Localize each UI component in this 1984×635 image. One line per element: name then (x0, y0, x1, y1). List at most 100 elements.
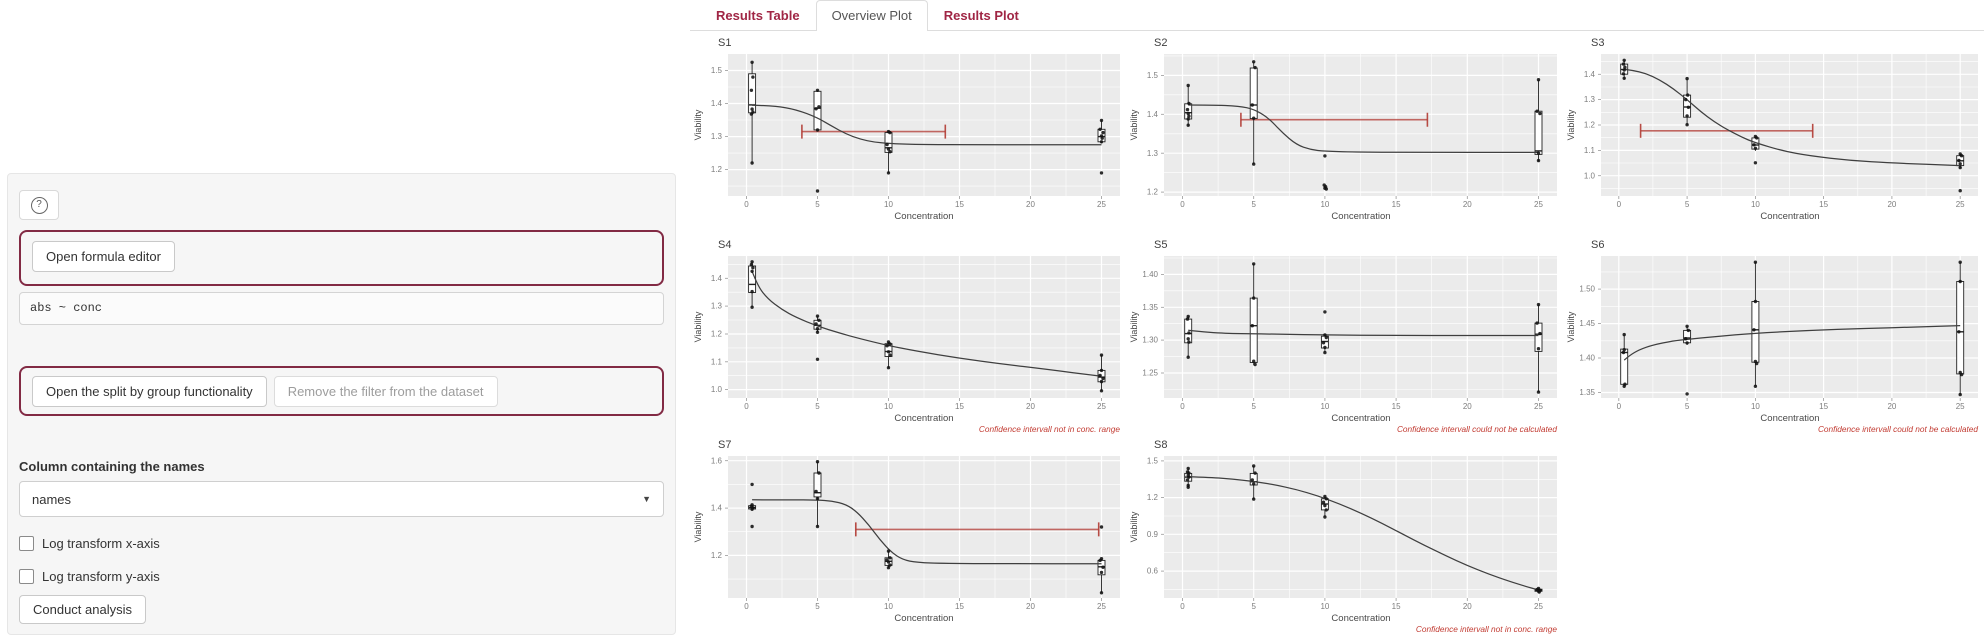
svg-text:10: 10 (1320, 402, 1329, 411)
svg-text:5: 5 (1251, 602, 1256, 611)
svg-text:25: 25 (1956, 200, 1965, 209)
svg-text:Concentration: Concentration (1331, 211, 1390, 222)
open-split-by-group-button[interactable]: Open the split by group functionality (32, 376, 267, 407)
tab-results-table[interactable]: Results Table (716, 8, 800, 23)
svg-text:0: 0 (744, 602, 749, 611)
plot-svg-s8: 0 5 10 15 20 25 0.6 0.9 1.2 1.5 S8 Viability Concent… (1129, 439, 1557, 634)
conduct-analysis-button[interactable]: Conduct analysis (19, 595, 146, 624)
svg-text:1.50: 1.50 (1579, 285, 1595, 294)
chevron-down-icon: ▼ (642, 494, 651, 504)
svg-text:1.40: 1.40 (1142, 270, 1158, 279)
svg-text:20: 20 (1463, 402, 1472, 411)
svg-text:1.2: 1.2 (711, 551, 723, 560)
plot-s8: 0 5 10 15 20 25 0.6 0.9 1.2 1.5 S8 Viability Concent… (1126, 435, 1563, 635)
svg-text:0.6: 0.6 (1147, 567, 1159, 576)
svg-text:Viability: Viability (693, 109, 703, 140)
svg-text:Viability: Viability (1129, 311, 1139, 342)
plot-s4: 0 5 10 15 20 25 1.0 1.1 1.2 1.3 1.4 S4 Viability Conc… (690, 235, 1126, 435)
svg-text:Viability: Viability (693, 511, 703, 542)
svg-text:S6: S6 (1591, 239, 1604, 251)
svg-text:20: 20 (1463, 200, 1472, 209)
svg-text:20: 20 (1026, 402, 1035, 411)
svg-text:0: 0 (744, 200, 749, 209)
svg-text:15: 15 (1819, 200, 1828, 209)
svg-text:1.2: 1.2 (1147, 493, 1159, 502)
analysis-sidebar: ? Open formula editor abs ~ conc Open th… (7, 173, 676, 635)
svg-text:1.5: 1.5 (1147, 71, 1159, 80)
svg-text:S7: S7 (718, 439, 731, 451)
log-x-row: Log transform x-axis (19, 533, 664, 553)
svg-text:1.3: 1.3 (711, 302, 723, 311)
tab-results-plot[interactable]: Results Plot (943, 8, 1019, 23)
svg-text:Concentration: Concentration (1331, 413, 1390, 424)
plot-svg-s5: 0 5 10 15 20 25 1.25 1.30 1.35 1.40 S5 Viability Con… (1129, 239, 1557, 434)
plot-s2: 0 5 10 15 20 25 1.2 1.3 1.4 1.5 S2 Viability Concent… (1126, 33, 1563, 235)
svg-text:5: 5 (815, 402, 820, 411)
svg-text:10: 10 (1751, 402, 1760, 411)
svg-text:25: 25 (1956, 402, 1965, 411)
svg-text:15: 15 (955, 402, 964, 411)
plot-svg-s3: 0 5 10 15 20 25 1.0 1.1 1.2 1.3 1.4 S3 Viability Conc… (1566, 37, 1978, 222)
svg-text:Concentration: Concentration (894, 413, 953, 424)
open-formula-editor-button[interactable]: Open formula editor (32, 241, 175, 272)
svg-text:S4: S4 (718, 239, 731, 251)
svg-text:10: 10 (1320, 602, 1329, 611)
svg-text:1.4: 1.4 (711, 274, 723, 283)
svg-text:Confidence intervall could not: Confidence intervall could not be calcul… (1818, 424, 1978, 434)
svg-text:10: 10 (884, 200, 893, 209)
svg-text:0: 0 (744, 402, 749, 411)
log-x-checkbox[interactable] (19, 535, 34, 551)
svg-text:20: 20 (1463, 602, 1472, 611)
plot-svg-s6: 0 5 10 15 20 25 1.35 1.40 1.45 1.50 S6 Viability Con… (1566, 239, 1978, 434)
svg-text:0: 0 (1180, 200, 1185, 209)
svg-text:Viability: Viability (1129, 109, 1139, 140)
svg-text:0: 0 (1180, 402, 1185, 411)
svg-text:5: 5 (1251, 200, 1256, 209)
svg-text:Viability: Viability (1566, 311, 1576, 342)
svg-text:1.6: 1.6 (711, 456, 723, 465)
log-y-label: Log transform y-axis (42, 568, 160, 584)
help-button[interactable]: ? (19, 190, 59, 220)
tab-overview-plot[interactable]: Overview Plot (815, 0, 928, 31)
svg-text:Concentration: Concentration (894, 211, 953, 222)
svg-text:S1: S1 (718, 37, 731, 49)
tab-bar: Results Table Overview Plot Results Plot (690, 0, 1984, 31)
svg-text:5: 5 (1251, 402, 1256, 411)
svg-text:15: 15 (955, 200, 964, 209)
svg-text:10: 10 (1320, 200, 1329, 209)
svg-text:25: 25 (1534, 402, 1543, 411)
svg-text:1.3: 1.3 (1147, 149, 1159, 158)
svg-text:20: 20 (1026, 200, 1035, 209)
plot-svg-s2: 0 5 10 15 20 25 1.2 1.3 1.4 1.5 S2 Viability Concent… (1129, 37, 1557, 222)
svg-text:15: 15 (1819, 402, 1828, 411)
svg-text:10: 10 (1751, 200, 1760, 209)
svg-text:1.1: 1.1 (711, 357, 723, 366)
split-filter-section: Open the split by group functionality Re… (19, 366, 664, 416)
svg-text:1.3: 1.3 (711, 132, 723, 141)
svg-text:S2: S2 (1154, 37, 1167, 49)
svg-text:Viability: Viability (693, 311, 703, 342)
svg-text:Concentration: Concentration (1760, 211, 1819, 222)
plot-s5: 0 5 10 15 20 25 1.25 1.30 1.35 1.40 S5 Viability Con… (1126, 235, 1563, 435)
svg-text:Confidence intervall not in co: Confidence intervall not in conc. range (979, 424, 1121, 434)
svg-text:1.1: 1.1 (1584, 146, 1596, 155)
svg-text:1.4: 1.4 (1147, 110, 1159, 119)
svg-text:25: 25 (1534, 602, 1543, 611)
svg-text:1.2: 1.2 (1584, 121, 1596, 130)
remove-filter-button[interactable]: Remove the filter from the dataset (273, 376, 498, 407)
svg-text:1.2: 1.2 (1147, 188, 1159, 197)
svg-text:1.35: 1.35 (1579, 388, 1595, 397)
svg-text:10: 10 (884, 602, 893, 611)
log-y-checkbox[interactable] (19, 568, 34, 584)
svg-text:15: 15 (1392, 200, 1401, 209)
svg-text:1.45: 1.45 (1579, 319, 1595, 328)
svg-text:15: 15 (955, 602, 964, 611)
svg-text:Concentration: Concentration (894, 613, 953, 624)
names-select[interactable]: names ▼ (19, 481, 664, 517)
svg-text:1.3: 1.3 (1584, 95, 1596, 104)
svg-text:Viability: Viability (1566, 109, 1576, 140)
svg-text:Concentration: Concentration (1331, 613, 1390, 624)
svg-text:1.2: 1.2 (711, 165, 723, 174)
svg-text:0: 0 (1180, 602, 1185, 611)
